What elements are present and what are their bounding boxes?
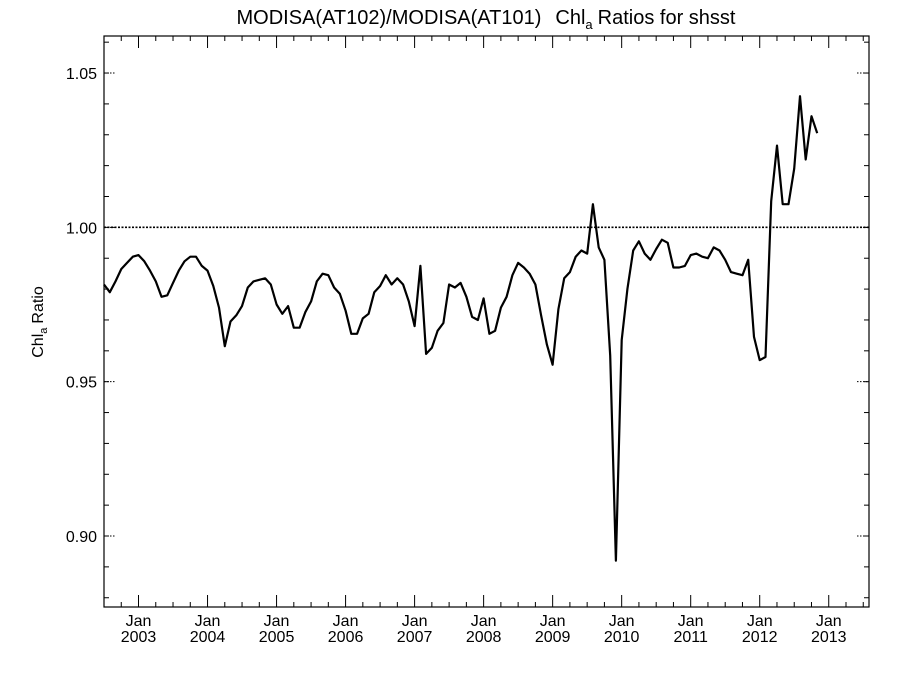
title-main: MODISA(AT102)/MODISA(AT101) — [237, 7, 542, 29]
x-tick-label-month: Jan — [333, 613, 359, 630]
ylabel-variable: Chl — [30, 334, 47, 358]
x-tick-label-year: 2012 — [742, 629, 778, 646]
x-tick-label-year: 2013 — [811, 629, 847, 646]
x-tick-label-year: 2011 — [673, 629, 708, 646]
y-axis-ticks: 0.90 0.95 1.00 1.05 — [66, 66, 869, 546]
x-tick-label-month: Jan — [540, 613, 566, 630]
x-tick-label-month: Jan — [126, 613, 152, 630]
x-axis-ticks: Jan2003Jan2004Jan2005Jan2006Jan2007Jan20… — [121, 36, 847, 646]
x-tick-label-year: 2009 — [535, 629, 571, 646]
ratio-series-line — [103, 95, 819, 562]
x-tick-label-month: Jan — [402, 613, 428, 630]
y-tick-label: 0.95 — [66, 375, 97, 392]
x-tick-label-month: Jan — [747, 613, 773, 630]
ylabel-rest: Ratio — [30, 286, 47, 323]
x-tick-label-year: 2004 — [190, 629, 226, 646]
y-axis-label: Chla Ratio — [30, 286, 50, 358]
x-tick-label-month: Jan — [471, 613, 497, 630]
x-tick-label-month: Jan — [609, 613, 635, 630]
x-tick-label-year: 2007 — [397, 629, 433, 646]
ylabel-subscript: a — [38, 327, 50, 334]
x-tick-label-year: 2005 — [259, 629, 295, 646]
y-tick-label: 1.00 — [66, 220, 97, 237]
x-tick-label-year: 2008 — [466, 629, 502, 646]
plot-frame — [103, 35, 870, 608]
x-tick-label-month: Jan — [264, 613, 290, 630]
x-tick-label-year: 2010 — [604, 629, 640, 646]
y-tick-label: 0.90 — [66, 529, 97, 546]
title-variable: Chl — [555, 7, 585, 29]
x-tick-label-year: 2003 — [121, 629, 157, 646]
x-tick-label-month: Jan — [678, 613, 704, 630]
chart-title: MODISA(AT102)/MODISA(AT101) Chla Ratios fo… — [237, 7, 736, 32]
title-subscript: a — [585, 17, 593, 32]
x-tick-label-year: 2006 — [328, 629, 364, 646]
x-tick-label-month: Jan — [195, 613, 221, 630]
x-tick-label-month: Jan — [816, 613, 842, 630]
y-minor-ticks — [104, 41, 869, 599]
x-minor-ticks — [103, 36, 864, 607]
title-rest: Ratios for shsst — [598, 7, 736, 29]
y-tick-label: 1.05 — [66, 66, 97, 83]
